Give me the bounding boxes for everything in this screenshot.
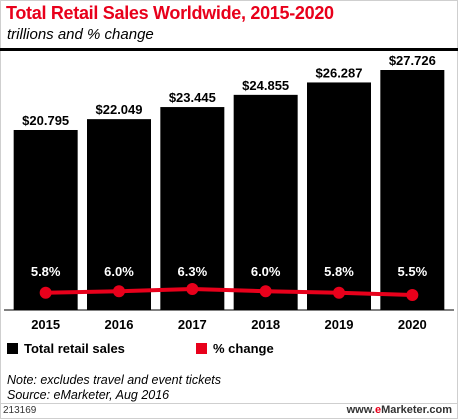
header-rule bbox=[0, 48, 458, 51]
chart-id: 213169 bbox=[3, 405, 37, 416]
percent-change-line bbox=[45, 287, 413, 297]
bar-value-label-2018: $24.855 bbox=[242, 78, 289, 93]
chart-svg: $20.795 2015 $22.049 2016 $23.445 2017 $24.855… bbox=[4, 53, 454, 332]
bar-2015 bbox=[13, 129, 78, 310]
x-tick-label-2017: 2017 bbox=[178, 317, 207, 332]
bar-value-label-2015: $20.795 bbox=[22, 113, 69, 128]
x-tick-label-2016: 2016 bbox=[105, 317, 134, 332]
percent-change-point-2018 bbox=[259, 285, 272, 298]
bar-2017 bbox=[160, 107, 225, 310]
x-tick-label-2019: 2019 bbox=[325, 317, 354, 332]
source-text: Source: eMarketer, Aug 2016 bbox=[7, 388, 170, 402]
chart-title: Total Retail Sales Worldwide, 2015-2020 bbox=[6, 3, 334, 23]
percent-change-label-2015: 5.8% bbox=[31, 264, 61, 279]
brand-prefix: www. bbox=[346, 404, 375, 416]
bar-value-label-2019: $26.287 bbox=[316, 65, 363, 80]
x-tick-label-2020: 2020 bbox=[398, 317, 427, 332]
percent-change-label-2020: 5.5% bbox=[398, 264, 428, 279]
bar-value-label-2017: $23.445 bbox=[169, 90, 216, 105]
percent-change-label-2019: 5.8% bbox=[324, 264, 354, 279]
percent-change-point-2015 bbox=[39, 286, 52, 299]
bar-value-label-2016: $22.049 bbox=[96, 102, 143, 117]
percent-change-label-2017: 6.3% bbox=[178, 264, 208, 279]
percent-change-label-2018: 6.0% bbox=[251, 264, 281, 279]
bar-2018 bbox=[233, 94, 298, 310]
bar-2016 bbox=[87, 119, 151, 311]
x-tick-label-2015: 2015 bbox=[31, 317, 60, 332]
legend-label-total-retail-sales: Total retail sales bbox=[24, 341, 125, 356]
brand-link[interactable]: www.eMarketer.com bbox=[347, 404, 452, 416]
footer-rule bbox=[0, 403, 458, 404]
bar-2019 bbox=[307, 82, 371, 310]
bar-2020 bbox=[380, 70, 445, 310]
bar-value-label-2020: $27.726 bbox=[389, 53, 436, 68]
note-text: Note: excludes travel and event tickets bbox=[7, 373, 222, 387]
chart-notes: Note: excludes travel and event tickets … bbox=[7, 373, 221, 403]
x-tick-label-2018: 2018 bbox=[251, 317, 280, 332]
percent-change-point-2016 bbox=[113, 285, 125, 298]
percent-change-point-2019 bbox=[333, 286, 345, 299]
percent-change-label-2016: 6.0% bbox=[104, 264, 134, 279]
percent-change-point-2017 bbox=[186, 283, 199, 295]
chart-subtitle: trillions and % change bbox=[7, 26, 154, 43]
brand-e: e bbox=[374, 404, 382, 416]
brand-rest: Marketer.com bbox=[381, 404, 452, 416]
legend-item-percent-change: % change bbox=[196, 341, 274, 356]
percent-change-point-2020 bbox=[406, 289, 419, 301]
legend-label-percent-change: % change bbox=[213, 341, 274, 356]
legend-swatch-bar bbox=[7, 343, 18, 354]
legend-swatch-line bbox=[196, 343, 207, 354]
legend-item-total-retail-sales: Total retail sales bbox=[7, 341, 125, 356]
